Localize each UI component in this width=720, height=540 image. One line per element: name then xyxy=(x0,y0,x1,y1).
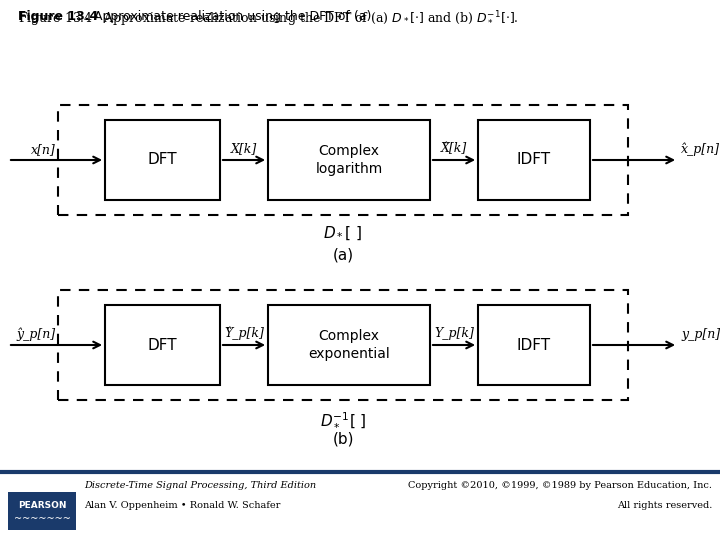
Bar xyxy=(8,492,76,530)
Text: Y_p[k]: Y_p[k] xyxy=(434,327,474,340)
Text: ~~~~~~~: ~~~~~~~ xyxy=(14,515,71,524)
Text: IDFT: IDFT xyxy=(517,152,551,167)
Text: Discrete-Time Signal Processing, Third Edition: Discrete-Time Signal Processing, Third E… xyxy=(84,481,316,489)
Text: logarithm: logarithm xyxy=(315,162,382,176)
Bar xyxy=(268,305,430,385)
Text: Complex: Complex xyxy=(318,329,379,343)
Text: $D_*^{-1}[\ ]$: $D_*^{-1}[\ ]$ xyxy=(320,410,366,429)
Bar xyxy=(105,305,220,385)
Text: DFT: DFT xyxy=(148,338,177,353)
Text: y_p[n]: y_p[n] xyxy=(681,328,720,341)
Text: x̂_p[n]: x̂_p[n] xyxy=(681,143,720,156)
Bar xyxy=(105,120,220,200)
Text: (b): (b) xyxy=(332,432,354,447)
Text: X[k]: X[k] xyxy=(231,142,257,155)
Text: Alan V. Oppenheim • Ronald W. Schafer: Alan V. Oppenheim • Ronald W. Schafer xyxy=(84,501,280,510)
Text: DFT: DFT xyxy=(148,152,177,167)
Text: PEARSON: PEARSON xyxy=(18,501,66,510)
Text: Approximate realization using the DFT of (a): Approximate realization using the DFT of… xyxy=(86,10,375,23)
Text: (a): (a) xyxy=(333,247,354,262)
Bar xyxy=(58,290,628,400)
Bar xyxy=(478,305,590,385)
Text: Figure 13.4   Approximate realization using the DFT of (a) $D_*[\cdot]$ and (b) : Figure 13.4 Approximate realization usin… xyxy=(18,10,518,29)
Text: $D_*[\ ]$: $D_*[\ ]$ xyxy=(323,225,363,242)
Bar xyxy=(58,105,628,215)
Text: exponential: exponential xyxy=(308,347,390,361)
Text: IDFT: IDFT xyxy=(517,338,551,353)
Text: Complex: Complex xyxy=(318,144,379,158)
Bar xyxy=(268,120,430,200)
Text: x[n]: x[n] xyxy=(31,143,56,156)
Text: ŷ_p[n]: ŷ_p[n] xyxy=(17,327,56,341)
Bar xyxy=(478,120,590,200)
Text: Ŷ_p[k]: Ŷ_p[k] xyxy=(224,327,264,340)
Text: Figure 13.4: Figure 13.4 xyxy=(18,10,98,23)
Text: Copyright ©2010, ©1999, ©1989 by Pearson Education, Inc.: Copyright ©2010, ©1999, ©1989 by Pearson… xyxy=(408,481,712,489)
Text: All rights reserved.: All rights reserved. xyxy=(616,501,712,510)
Text: X̂[k]: X̂[k] xyxy=(441,142,467,155)
